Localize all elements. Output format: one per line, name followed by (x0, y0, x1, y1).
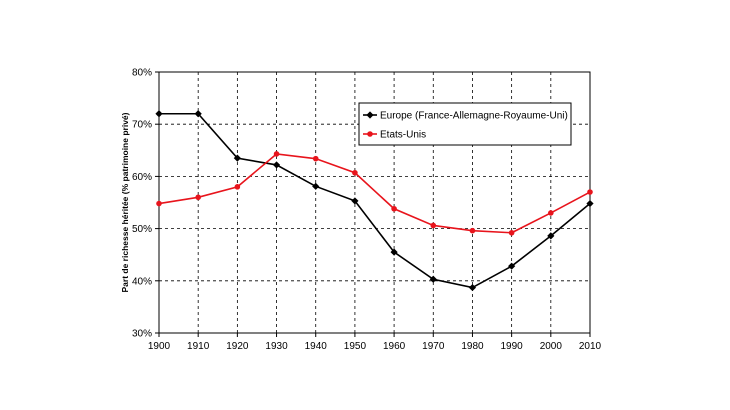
x-tick-label: 2000 (540, 341, 563, 352)
series-line (158, 153, 591, 234)
x-tick-label: 1940 (305, 341, 328, 352)
legend-box (358, 102, 572, 146)
y-tick-label: 40% (132, 276, 152, 287)
data-point (587, 189, 593, 195)
data-point (351, 197, 359, 205)
data-point (468, 283, 477, 292)
legend-label: Etats-Unis (380, 130, 426, 141)
data-point (547, 232, 555, 240)
data-point (352, 169, 358, 176)
data-point (195, 194, 201, 201)
x-tick-label: 1960 (383, 341, 406, 352)
x-tick-label: 1920 (226, 341, 249, 352)
data-point (429, 275, 437, 283)
data-point (390, 248, 398, 256)
x-tick-label: 1980 (461, 341, 484, 352)
data-point (312, 182, 320, 190)
data-point (273, 151, 280, 157)
series-etats-unis (156, 151, 593, 236)
data-point (366, 111, 374, 119)
x-tick-label: 1900 (148, 341, 171, 352)
x-tick-label: 1930 (265, 341, 288, 352)
series-line (159, 112, 591, 289)
data-point (194, 110, 202, 118)
x-tick-label: 1910 (187, 341, 210, 352)
data-point (312, 155, 319, 162)
data-point (234, 184, 241, 190)
data-point (233, 154, 241, 162)
data-point (391, 205, 397, 212)
data-point (156, 200, 162, 207)
y-axis-label: Part de richesse héritée (% patrimoine p… (120, 112, 130, 292)
y-tick-label: 80% (132, 68, 152, 79)
y-tick-label: 70% (132, 120, 152, 131)
x-axis-ticks: 1900 1910 1920 1930 1940 1950 1960 1970 1980 1990… (148, 333, 602, 352)
y-tick-label: 50% (132, 224, 152, 235)
series-europe (155, 110, 594, 292)
y-tick-label: 60% (132, 172, 152, 183)
x-tick-label: 1990 (501, 341, 524, 352)
data-point (469, 227, 476, 234)
data-point (155, 110, 163, 118)
data-point (508, 262, 516, 270)
data-point (548, 210, 554, 216)
data-point (508, 229, 515, 236)
y-tick-label: 30% (132, 329, 152, 340)
data-point (586, 199, 594, 208)
data-point (272, 161, 281, 169)
data-point (430, 222, 437, 229)
data-point (367, 131, 373, 137)
y-axis-ticks: 30% 40% 50% 60% 70% 80% (132, 68, 159, 340)
x-tick-label: 2010 (579, 341, 602, 352)
legend: Europe (France-Allemagne-Royaume-Uni) Eta… (358, 102, 572, 146)
x-tick-label: 1950 (344, 341, 367, 352)
x-tick-label: 1970 (422, 341, 445, 352)
legend-label: Europe (France-Allemagne-Royaume-Uni) (380, 111, 568, 122)
series-group (155, 110, 594, 292)
